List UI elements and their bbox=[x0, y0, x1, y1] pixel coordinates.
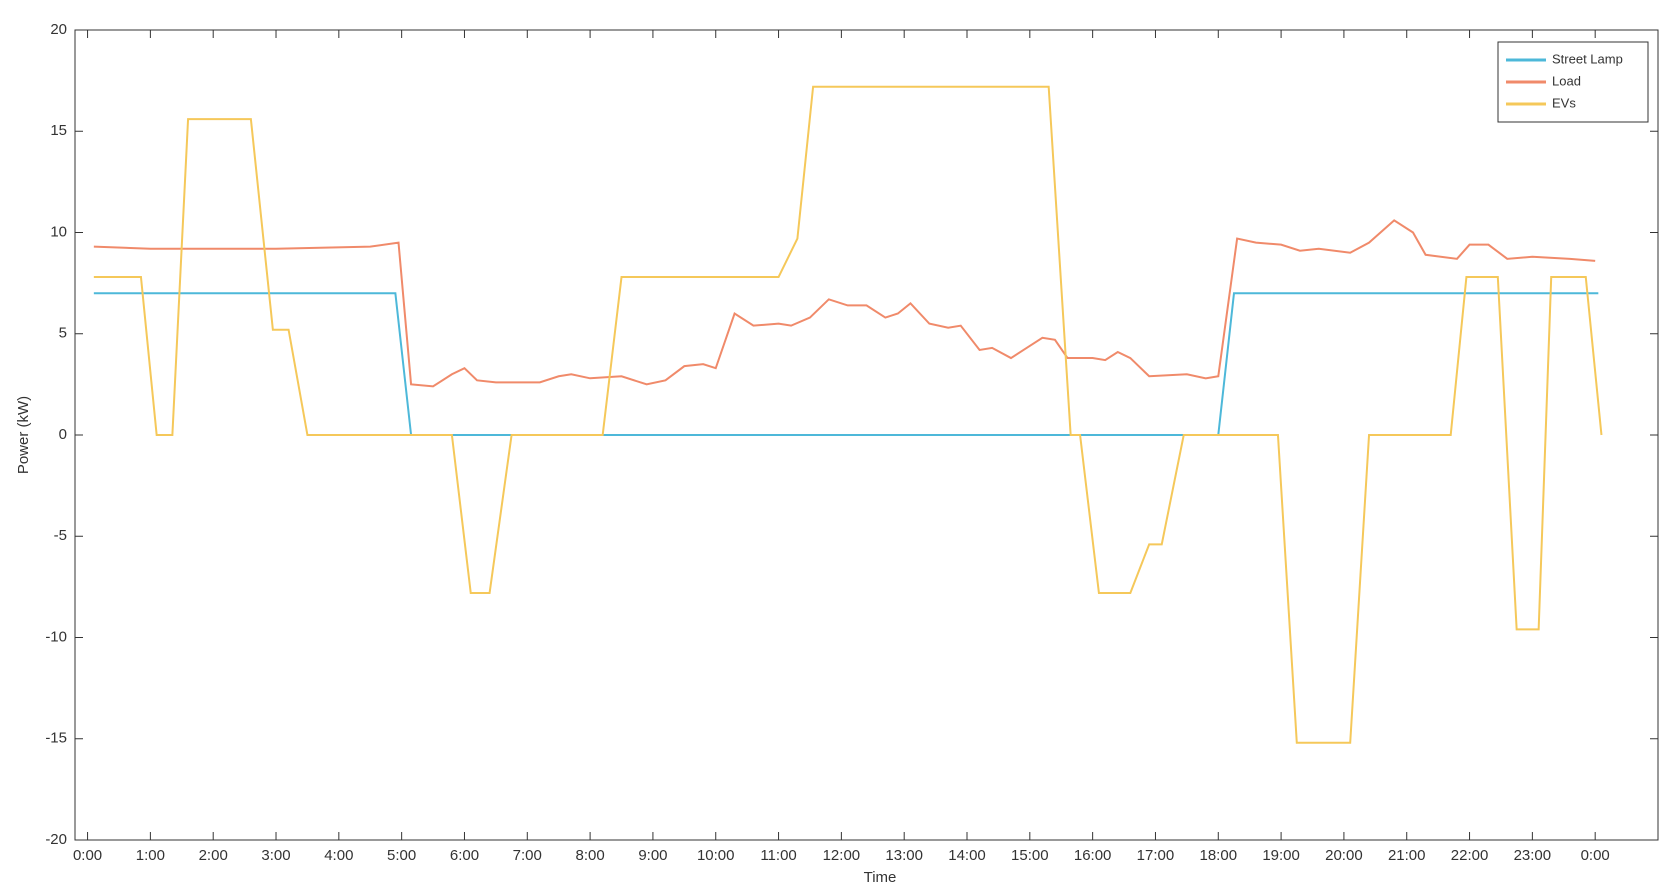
y-tick-label: 0 bbox=[59, 426, 67, 443]
x-tick-label: 3:00 bbox=[261, 847, 290, 864]
legend-label: Street Lamp bbox=[1552, 51, 1623, 66]
x-tick-label: 2:00 bbox=[199, 847, 228, 864]
y-tick-label: -10 bbox=[45, 628, 67, 645]
y-tick-label: 5 bbox=[59, 325, 67, 342]
series-line bbox=[93, 85, 1603, 744]
y-tick-label: 10 bbox=[50, 223, 67, 240]
x-tick-label: 9:00 bbox=[638, 847, 667, 864]
x-tick-label: 5:00 bbox=[387, 847, 416, 864]
y-tick-label: 15 bbox=[50, 122, 67, 139]
x-tick-label: 0:00 bbox=[1581, 847, 1610, 864]
x-axis-label: Time bbox=[864, 869, 897, 886]
x-tick-label: 14:00 bbox=[948, 847, 986, 864]
x-tick-label: 4:00 bbox=[324, 847, 353, 864]
x-tick-label: 22:00 bbox=[1451, 847, 1489, 864]
x-tick-label: 15:00 bbox=[1011, 847, 1049, 864]
x-tick-label: 8:00 bbox=[576, 847, 605, 864]
y-tick-label: -5 bbox=[54, 527, 67, 544]
x-tick-label: 6:00 bbox=[450, 847, 479, 864]
y-tick-label: 20 bbox=[50, 21, 67, 38]
y-tick-label: -20 bbox=[45, 831, 67, 848]
x-tick-label: 11:00 bbox=[760, 847, 796, 864]
x-tick-label: 21:00 bbox=[1388, 847, 1426, 864]
legend-label: Load bbox=[1552, 73, 1581, 88]
x-tick-label: 23:00 bbox=[1514, 847, 1552, 864]
x-tick-label: 10:00 bbox=[697, 847, 735, 864]
legend-label: EVs bbox=[1552, 95, 1576, 110]
series-line bbox=[93, 292, 1599, 436]
y-axis-label: Power (kW) bbox=[15, 396, 32, 474]
x-tick-label: 16:00 bbox=[1074, 847, 1112, 864]
y-tick-label: -15 bbox=[45, 730, 67, 747]
x-tick-label: 18:00 bbox=[1200, 847, 1238, 864]
x-tick-label: 7:00 bbox=[513, 847, 542, 864]
x-tick-label: 0:00 bbox=[73, 847, 102, 864]
x-tick-label: 1:00 bbox=[136, 847, 165, 864]
x-tick-label: 12:00 bbox=[823, 847, 861, 864]
series-line bbox=[93, 219, 1596, 388]
x-tick-label: 13:00 bbox=[885, 847, 923, 864]
x-tick-label: 17:00 bbox=[1137, 847, 1175, 864]
x-tick-label: 20:00 bbox=[1325, 847, 1363, 864]
x-tick-label: 19:00 bbox=[1262, 847, 1300, 864]
legend: Street Lamp Load EVs bbox=[1497, 41, 1649, 123]
